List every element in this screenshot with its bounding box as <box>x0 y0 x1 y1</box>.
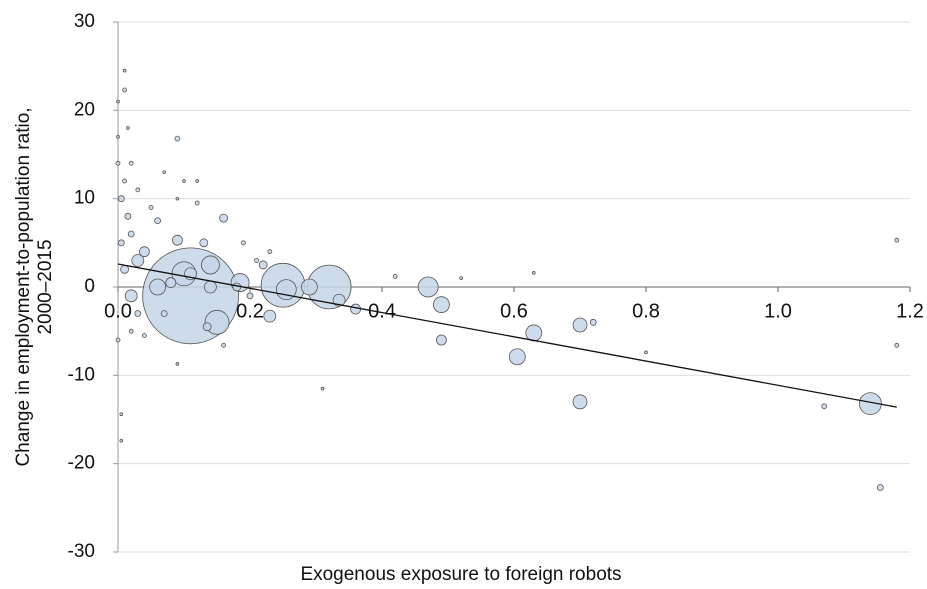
bubble <box>127 230 135 238</box>
bubble <box>116 135 120 139</box>
bubble <box>876 484 884 491</box>
bubble <box>531 271 536 275</box>
bubble <box>128 160 134 166</box>
y-tick-label: -10 <box>68 364 95 385</box>
y-axis-label: 2000–2015 <box>35 239 56 334</box>
bubble <box>162 170 167 174</box>
bubble <box>263 309 277 323</box>
x-tick-label: 0.2 <box>236 300 264 322</box>
bubble <box>122 68 127 73</box>
bubble <box>199 238 209 248</box>
bubble <box>572 394 588 410</box>
bubble <box>589 318 597 326</box>
bubble <box>134 310 142 317</box>
bubble <box>221 342 227 348</box>
bubble <box>135 187 141 193</box>
bubble <box>141 333 147 338</box>
bubble <box>332 293 346 307</box>
bubble <box>894 237 900 243</box>
bubble <box>219 213 229 223</box>
bubble <box>894 342 900 348</box>
bubble <box>435 334 447 346</box>
bubble <box>254 258 260 263</box>
bubble <box>417 276 439 298</box>
bubble <box>572 317 588 333</box>
bubble <box>116 99 120 104</box>
bubble <box>200 255 220 275</box>
bubble <box>126 126 130 130</box>
bubble <box>124 289 138 303</box>
bubble <box>138 246 150 258</box>
y-tick-label: -30 <box>68 541 95 562</box>
x-tick-label: 1.2 <box>896 300 924 322</box>
bubble <box>124 212 132 220</box>
bubble <box>160 310 168 317</box>
fit-line <box>117 263 897 408</box>
bubble <box>644 350 648 355</box>
bubble <box>122 87 127 93</box>
bubble <box>117 239 125 247</box>
bubble <box>120 264 129 274</box>
y-tick-label: 10 <box>74 188 95 209</box>
bubble <box>131 254 145 267</box>
x-tick-label: 1.0 <box>764 300 792 322</box>
bubble <box>432 296 450 314</box>
bubble <box>115 337 121 343</box>
y-tick-label: 0 <box>84 276 95 297</box>
bubble <box>202 322 212 332</box>
x-tick-label: 0.4 <box>368 300 396 322</box>
x-tick-label: 0.0 <box>104 300 132 322</box>
bubble <box>175 196 180 201</box>
bubble <box>182 179 186 183</box>
bubble <box>258 260 268 270</box>
bubble <box>392 273 398 279</box>
y-tick-label: -20 <box>68 453 95 474</box>
bubble <box>350 303 362 315</box>
y-tick-label: 20 <box>74 99 95 120</box>
bubble <box>128 328 134 334</box>
bubble <box>149 278 167 296</box>
bubble <box>194 200 200 206</box>
y-tick-label: 30 <box>74 11 95 32</box>
bubble <box>203 280 217 294</box>
bubble <box>525 324 543 342</box>
bubble <box>195 179 200 183</box>
bubble <box>508 348 526 366</box>
bubble <box>267 249 273 255</box>
x-tick-label: 0.8 <box>632 300 660 322</box>
bubble <box>119 438 124 443</box>
bubble <box>115 160 121 166</box>
bubble <box>165 277 177 288</box>
bubble <box>246 292 254 300</box>
bubble <box>300 278 318 296</box>
y-axis-label: Change in employment-to-population ratio… <box>13 107 34 466</box>
bubble <box>148 205 154 210</box>
bubble <box>859 392 882 416</box>
bubble <box>119 412 124 417</box>
bubble <box>174 135 181 142</box>
bubble <box>175 362 180 366</box>
bubble <box>821 403 828 410</box>
bubble <box>320 386 325 391</box>
bubble <box>459 276 464 280</box>
bubble <box>154 217 162 225</box>
bubble <box>117 195 125 203</box>
bubble <box>122 178 127 184</box>
x-axis-label: Exogenous exposure to foreign robots <box>300 564 621 584</box>
x-tick-label: 0.6 <box>500 300 528 322</box>
bubble <box>240 240 246 246</box>
bubble <box>171 234 183 246</box>
